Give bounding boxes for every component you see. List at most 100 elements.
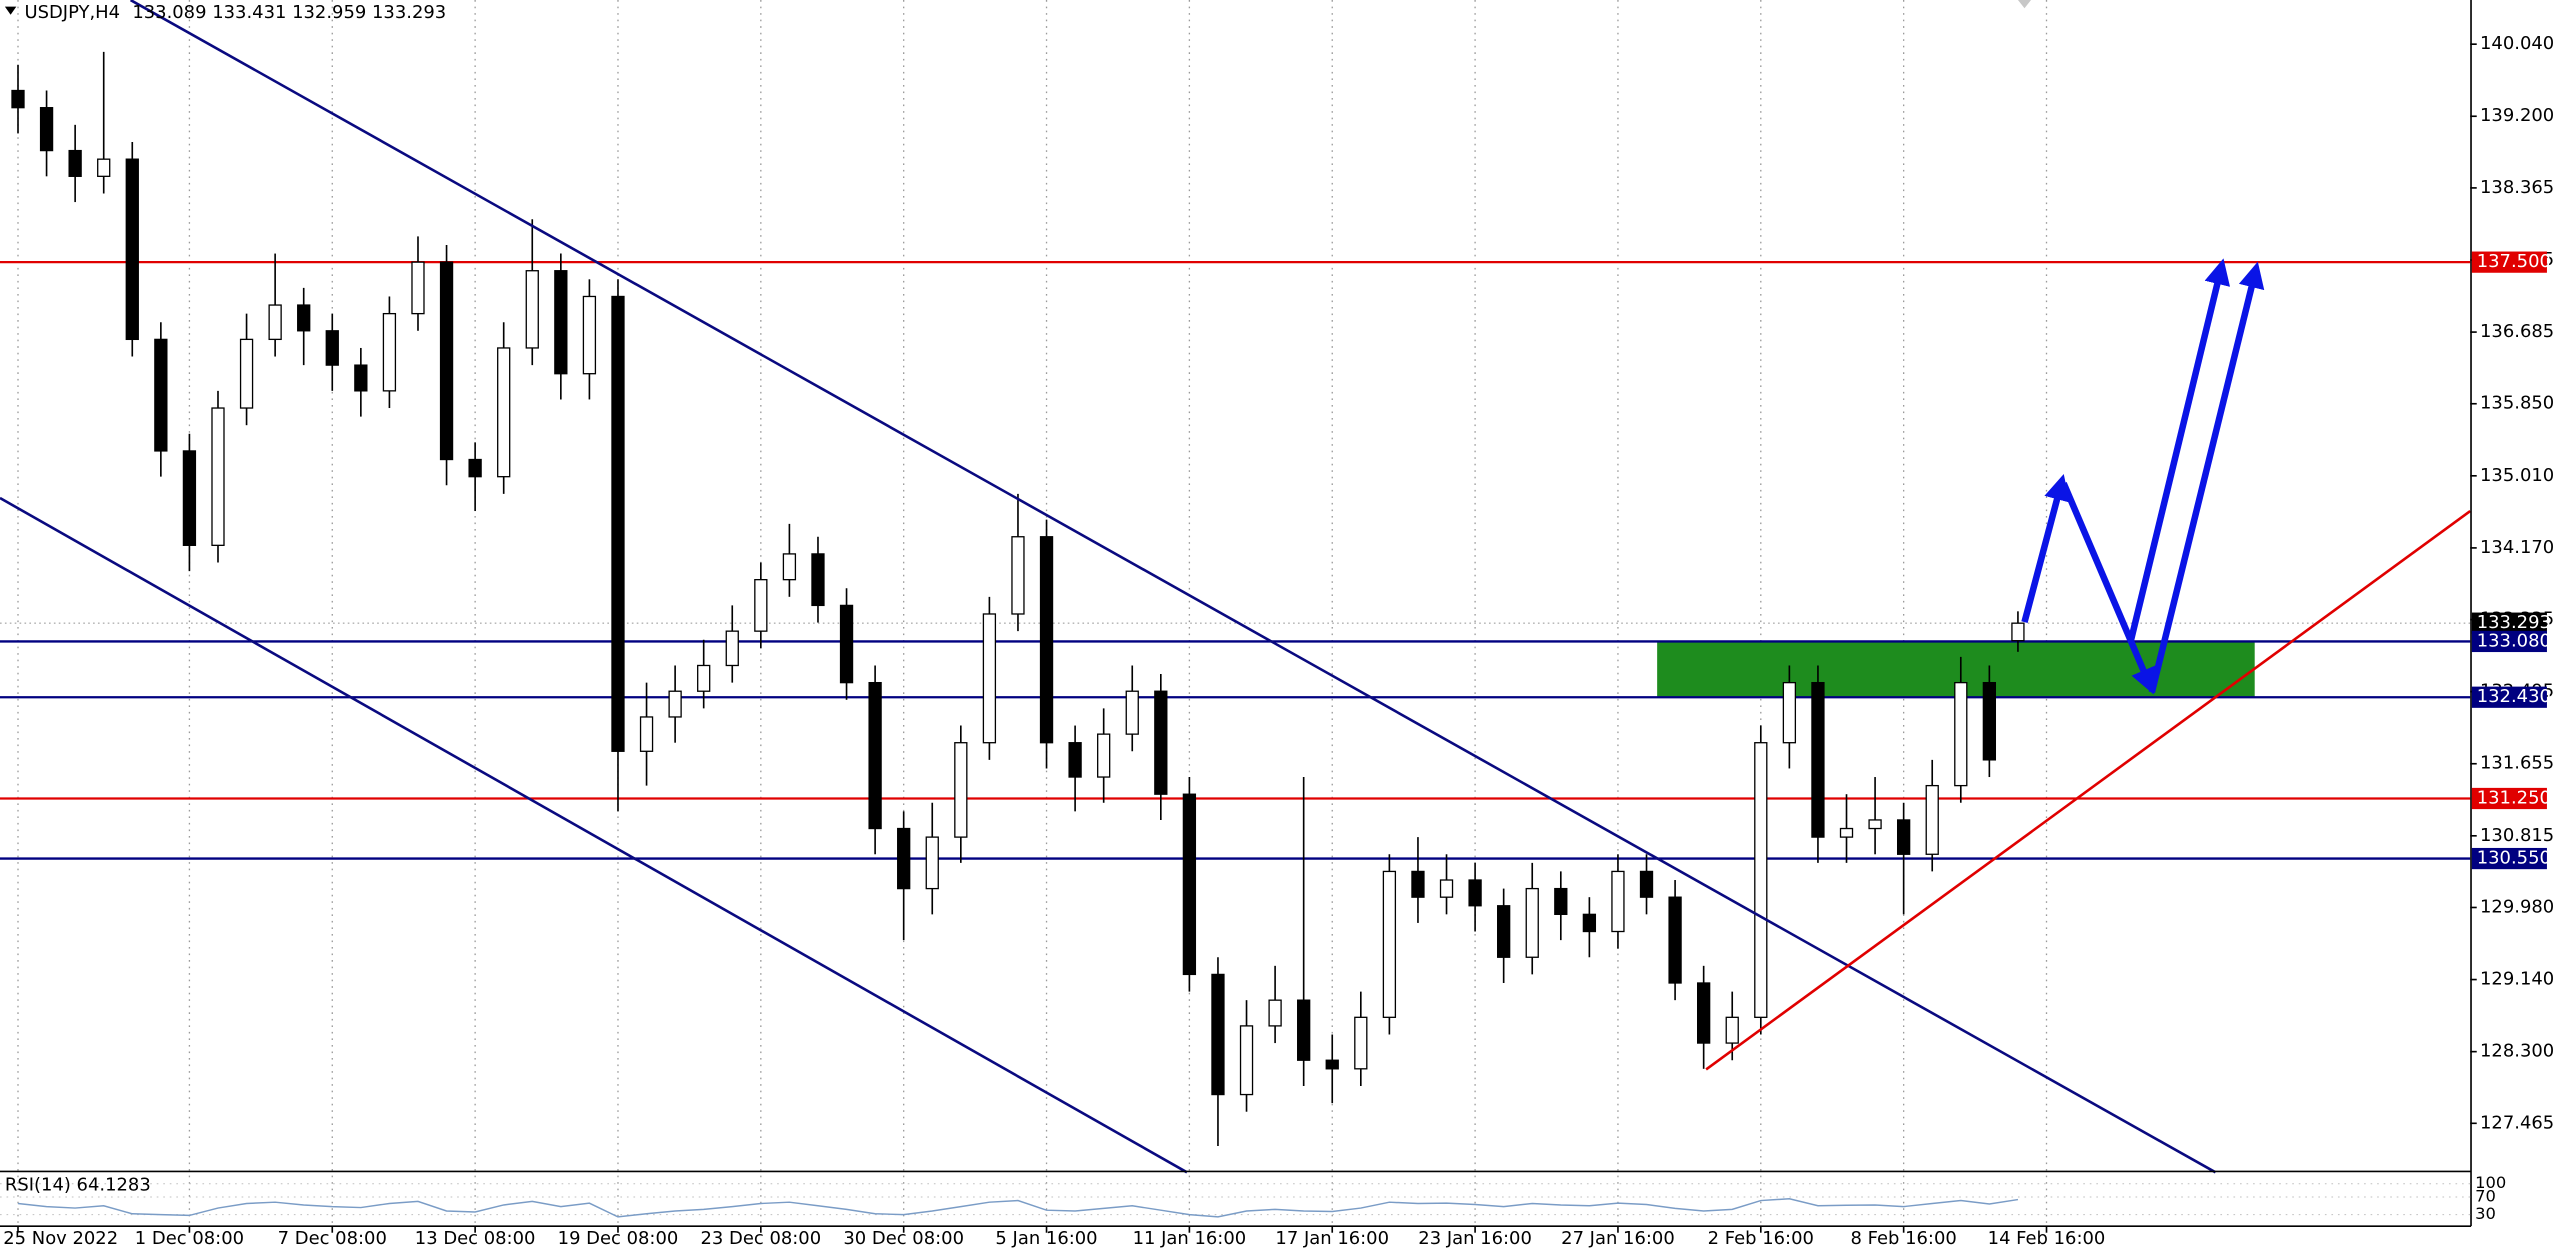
- y-tick-label: 129.140: [2480, 969, 2554, 990]
- candle-body: [1297, 999, 1311, 1061]
- candle-body: [668, 690, 682, 718]
- candle-body: [354, 364, 368, 392]
- candle-body: [125, 158, 139, 341]
- candle-body: [1382, 870, 1397, 1018]
- rsi-line: [17, 1198, 2019, 1218]
- y-tick-label: 127.465: [2480, 1112, 2554, 1133]
- level-label: 130.550: [2477, 848, 2551, 869]
- level-label: 133.080: [2477, 630, 2551, 651]
- trendlines: [0, 0, 2471, 1174]
- candle-body: [68, 149, 82, 177]
- candle-body: [611, 295, 625, 752]
- candle-body: [525, 270, 539, 349]
- level-label-box: [2471, 686, 2547, 708]
- candle-body: [97, 158, 111, 177]
- arrow: [2148, 261, 2265, 694]
- y-tick-label: 135.010: [2480, 465, 2554, 486]
- rsi-name: RSI(14): [5, 1174, 71, 1195]
- x-tick-label: 8 Feb 16:00: [1851, 1228, 1957, 1249]
- header-close: 133.293: [372, 2, 446, 23]
- chart-header: USDJPY,H4 133.089 133.431 132.959 133.29…: [24, 2, 446, 23]
- candles-layer: [11, 51, 2025, 1147]
- candle-body: [1468, 879, 1482, 907]
- arrow: [2021, 473, 2070, 623]
- upper-channel-line: [129, 0, 2217, 1174]
- candle-body: [954, 742, 968, 838]
- x-tick-label: 2 Feb 16:00: [1708, 1228, 1814, 1249]
- x-tick-label: 19 Dec 08:00: [558, 1228, 679, 1249]
- candle-body: [1211, 973, 1225, 1096]
- y-tick-label: 134.170: [2480, 537, 2554, 558]
- candle-body: [411, 261, 425, 315]
- header-high: 133.431: [212, 2, 286, 23]
- candle-body: [1268, 999, 1282, 1027]
- level-label: 131.250: [2477, 787, 2551, 808]
- candle-body: [1868, 819, 1882, 830]
- candle-body: [2011, 622, 2025, 642]
- candle-body: [239, 338, 254, 409]
- level-label-box: [2471, 251, 2547, 273]
- candle-body: [1325, 1059, 1339, 1070]
- candle-body: [639, 716, 654, 752]
- x-tick-label: 30 Dec 08:00: [843, 1228, 964, 1249]
- candle-body: [1611, 870, 1625, 933]
- candle-body: [1754, 742, 1768, 1018]
- candle-body: [182, 450, 197, 546]
- candle-body: [1811, 681, 1825, 838]
- candle-body: [1154, 690, 1168, 795]
- candle-body: [11, 89, 25, 109]
- candle-body: [697, 664, 711, 692]
- x-tick-label: 5 Jan 16:00: [995, 1228, 1097, 1249]
- candle-body: [1668, 896, 1682, 984]
- y-tick-label: 135.850: [2480, 393, 2554, 414]
- candle-body: [782, 553, 797, 581]
- candle-body: [1782, 681, 1797, 744]
- x-tick-label: 17 Jan 16:00: [1275, 1228, 1389, 1249]
- current-price-label-box: [2471, 612, 2547, 634]
- level-label-box: [2471, 787, 2547, 810]
- y-tick-label: 139.200: [2480, 105, 2554, 126]
- candle-body: [297, 304, 311, 332]
- x-tick-label: 11 Jan 16:00: [1133, 1228, 1247, 1249]
- arrow: [2060, 482, 2156, 695]
- candle-body: [1839, 827, 1854, 838]
- x-tick-label: 14 Feb 16:00: [1988, 1228, 2106, 1249]
- symbol: USDJPY,H4: [24, 2, 120, 23]
- forecast-arrows: [2021, 258, 2265, 695]
- arrow: [2127, 258, 2231, 643]
- candle-body: [725, 630, 739, 667]
- level-label-box: [2471, 847, 2547, 870]
- candle-body: [1697, 982, 1711, 1044]
- candle-body: [868, 681, 882, 830]
- level-label: 137.500: [2477, 251, 2551, 272]
- rsi-tick-label: 70: [2475, 1186, 2496, 1205]
- x-tick-label: 7 Dec 08:00: [278, 1228, 387, 1249]
- candle-body: [1182, 793, 1197, 976]
- candle-body: [1725, 1016, 1739, 1044]
- x-tick-label: 23 Dec 08:00: [701, 1228, 822, 1249]
- candle-body: [554, 270, 568, 375]
- candle-body: [325, 330, 339, 366]
- level-label-box: [2471, 630, 2547, 653]
- x-tick-label: 23 Jan 16:00: [1418, 1228, 1532, 1249]
- rsi-tick-label: 30: [2475, 1204, 2496, 1223]
- candle-body: [1125, 690, 1139, 735]
- header-open: 133.089: [132, 2, 206, 23]
- candle-body: [1982, 681, 1997, 761]
- candle-body: [897, 827, 911, 890]
- level-label: 132.430: [2477, 686, 2551, 707]
- header-low: 132.959: [292, 2, 366, 23]
- candle-body: [382, 312, 397, 392]
- candle-body: [1439, 879, 1454, 898]
- axes-layer: 25 Nov 2022 1 Dec 08:00 7 Dec 08:00 13 Dec …: [3, 33, 2554, 1249]
- candle-body: [811, 553, 825, 607]
- candle-body: [1068, 742, 1082, 778]
- rsi-tick-label: 100: [2475, 1173, 2506, 1192]
- y-tick-label: 138.365: [2480, 177, 2554, 198]
- y-tick-label: 130.815: [2480, 825, 2554, 846]
- candle-body: [1954, 681, 1968, 787]
